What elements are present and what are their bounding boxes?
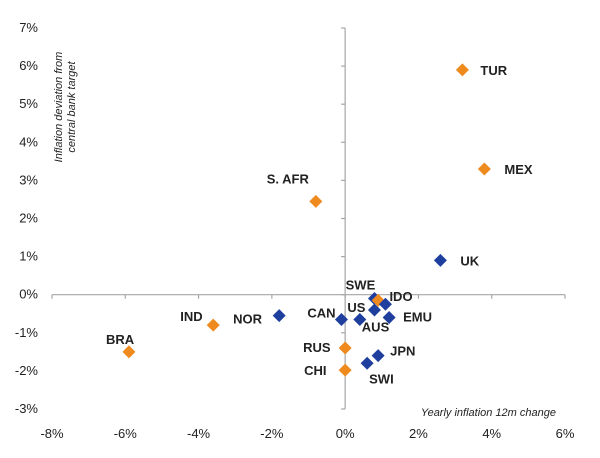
point-label-can: CAN <box>307 305 335 320</box>
point-label-jpn: JPN <box>390 344 415 359</box>
point-label-rus: RUS <box>303 340 331 355</box>
point-label-mex: MEX <box>504 162 533 177</box>
y-tick-label: 2% <box>19 211 38 226</box>
y-tick-label: 3% <box>19 172 38 187</box>
y-tick-label: -3% <box>15 401 39 416</box>
x-axis-title: Yearly inflation 12m change <box>421 407 556 419</box>
point-rus <box>338 341 352 355</box>
y-tick-label: 7% <box>19 20 38 35</box>
point-mex <box>477 162 491 176</box>
y-tick-label: -1% <box>15 325 39 340</box>
point-label-ido: IDO <box>389 289 412 304</box>
y-tick-label: 6% <box>19 58 38 73</box>
point-label-swi: SWI <box>369 371 394 386</box>
y-axis-title: Inflation deviation fromcentral bank tar… <box>53 52 78 163</box>
y-tick-label: -2% <box>15 363 39 378</box>
x-tick-label: 0% <box>336 426 355 441</box>
point-nor <box>272 309 286 323</box>
point-label-emu: EMU <box>403 310 432 325</box>
data-points <box>122 63 491 377</box>
point-swi <box>360 356 374 370</box>
point-can <box>334 312 348 326</box>
y-tick-label: 4% <box>19 134 38 149</box>
point-label-tur: TUR <box>480 63 507 78</box>
point-tur <box>455 63 469 77</box>
point-chi <box>338 363 352 377</box>
x-tick-label: 2% <box>409 426 428 441</box>
x-tick-label: -8% <box>40 426 64 441</box>
ticks: -3% -2% -1% 0% 1% 2% 3% 4% 5% 6% 7% -8% -6% -4% -2% 0% 2… <box>15 20 575 441</box>
point-s-afr <box>309 194 323 208</box>
x-tick-label: 6% <box>556 426 575 441</box>
x-tick-label: -6% <box>114 426 138 441</box>
point-label-ind: IND <box>180 309 202 324</box>
point-label-aus: AUS <box>362 319 390 334</box>
point-label-us: US <box>347 300 365 315</box>
point-jpn <box>371 349 385 363</box>
point-label-bra: BRA <box>106 332 135 347</box>
y-tick-label: 5% <box>19 96 38 111</box>
point-emu <box>382 311 396 325</box>
point-aus <box>353 312 367 326</box>
point-label-s-afr: S. AFR <box>267 171 310 186</box>
point-bra <box>122 345 136 359</box>
point-ind <box>206 318 220 332</box>
y-tick-label: 0% <box>19 287 38 302</box>
point-label-swe: SWE <box>346 278 376 293</box>
point-ido <box>378 297 392 311</box>
point-us <box>367 303 381 317</box>
point-label-uk: UK <box>460 253 479 268</box>
point-labels: TUR MEX S. AFR UK SWE IDO US CAN AUS EMU NOR IND BRA… <box>106 63 533 386</box>
point-uk <box>433 253 447 267</box>
x-tick-label: -2% <box>260 426 284 441</box>
y-tick-label: 1% <box>19 249 38 264</box>
x-tick-label: 4% <box>482 426 501 441</box>
point-label-chi: CHI <box>304 363 326 378</box>
x-tick-label: -4% <box>187 426 211 441</box>
point-label-nor: NOR <box>233 312 263 327</box>
